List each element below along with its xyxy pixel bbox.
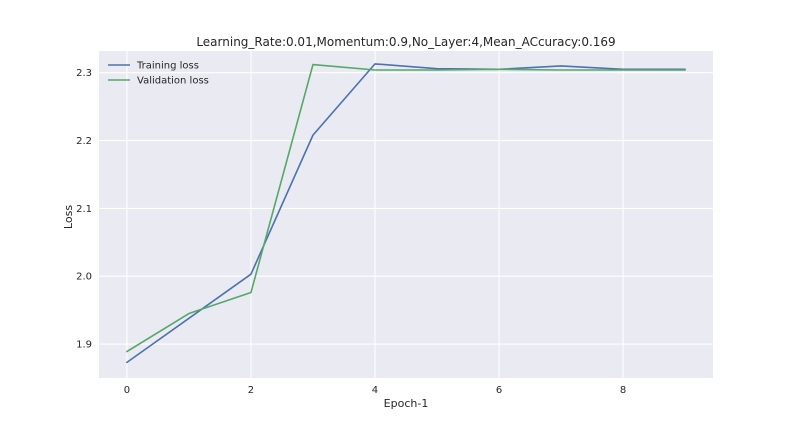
series-line-validation-loss <box>126 63 686 353</box>
series-lines <box>126 63 686 364</box>
x-axis-title: Epoch-1 <box>384 397 429 410</box>
x-tick-labels: 0 2 4 6 8 <box>124 385 627 396</box>
x-tick-label: 4 <box>372 385 378 396</box>
chart-title: Learning_Rate:0.01,Momentum:0.9,No_Layer… <box>196 35 615 49</box>
x-tick-label: 0 <box>124 385 130 396</box>
y-axis-title: Loss <box>62 205 75 229</box>
grid <box>99 51 713 378</box>
x-tick-label: 2 <box>248 385 254 396</box>
legend-label-training: Training loss <box>136 61 199 72</box>
x-tick-label: 8 <box>620 385 626 396</box>
y-tick-label: 2.0 <box>76 272 92 283</box>
y-tick-label: 2.1 <box>76 204 92 215</box>
legend-label-validation: Validation loss <box>137 76 209 87</box>
y-tick-label: 2.2 <box>76 136 92 147</box>
plot-area <box>99 51 713 378</box>
y-tick-label: 1.9 <box>76 340 92 351</box>
legend: Training loss Validation loss <box>108 61 209 87</box>
y-tick-label: 2.3 <box>76 68 92 79</box>
series-line-training-loss <box>126 63 686 364</box>
x-tick-label: 6 <box>496 385 502 396</box>
y-tick-labels: 1.9 2.0 2.1 2.2 2.3 <box>76 68 92 350</box>
